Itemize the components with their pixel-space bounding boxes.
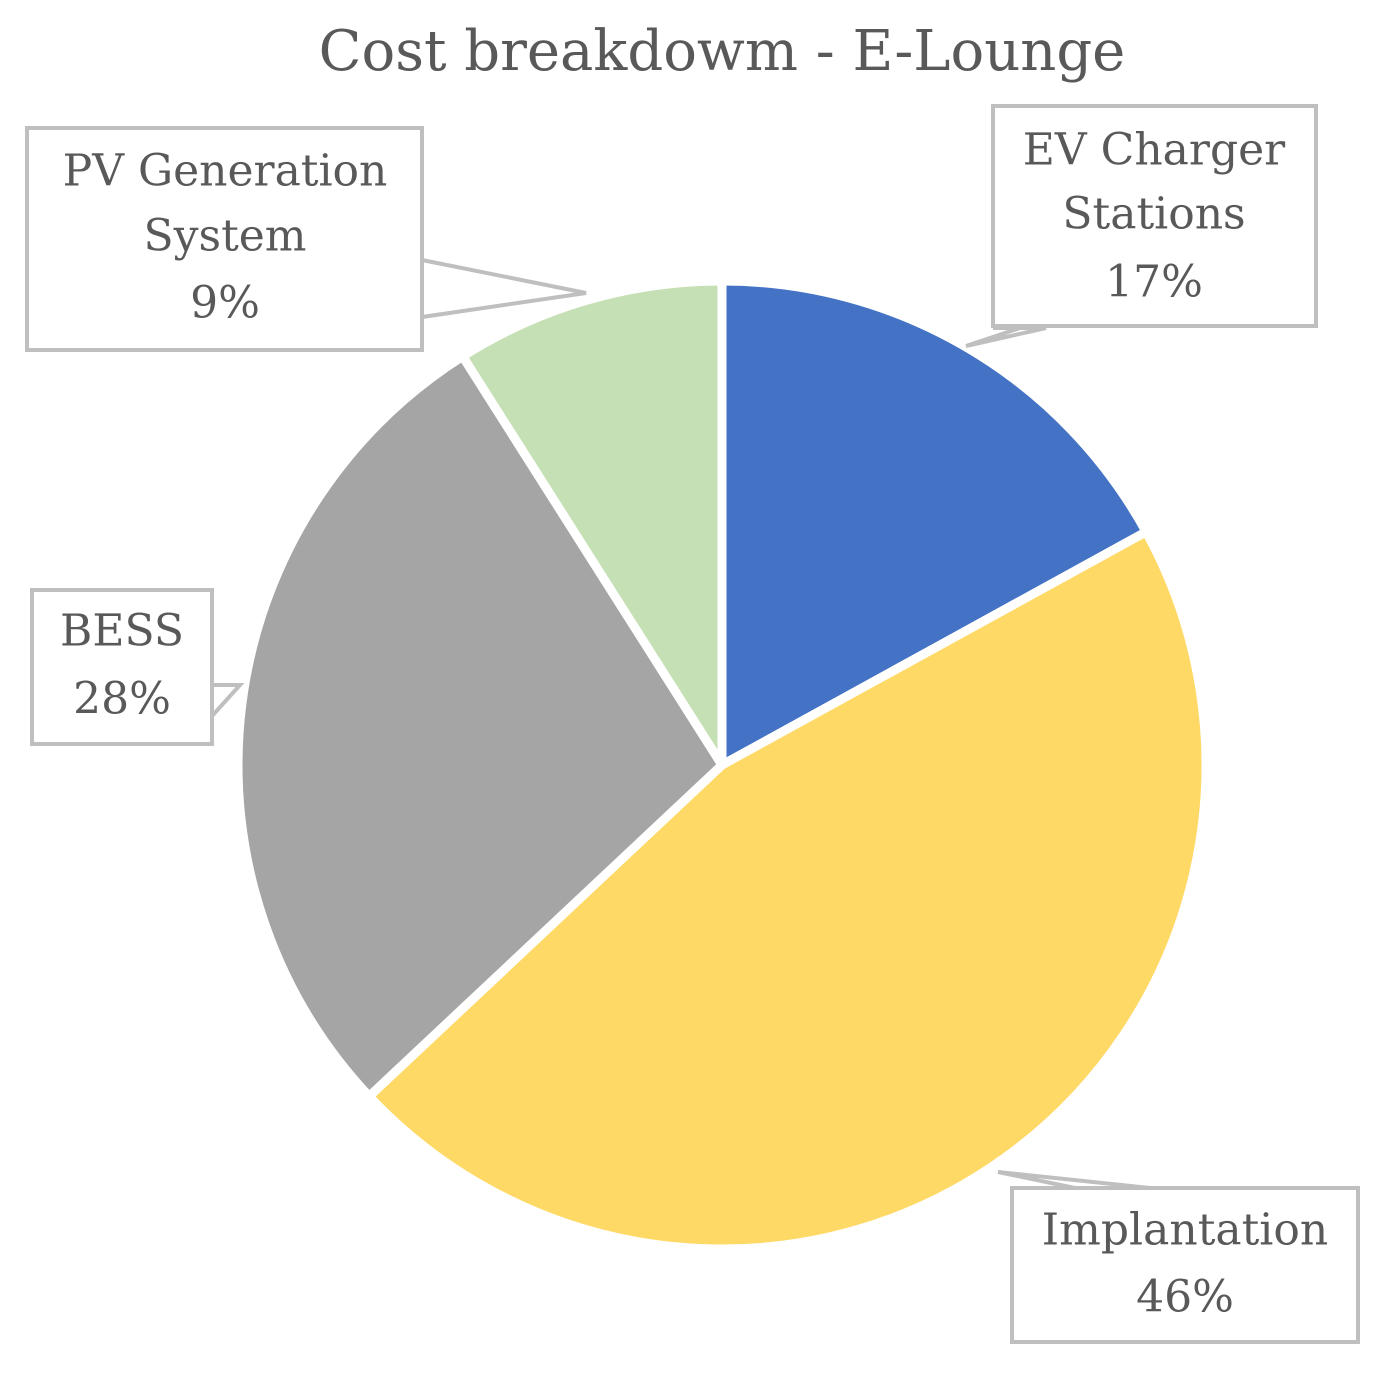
data-label-value: 17% xyxy=(1105,257,1203,308)
data-label-value: 28% xyxy=(73,674,171,725)
callout-pv-generation-system: PV Generation System 9% xyxy=(25,126,587,352)
callout-leader xyxy=(997,1170,1151,1190)
pie-slice-pv-generation-system xyxy=(458,276,727,770)
pie-slice-implantation xyxy=(364,527,1211,1254)
callout-box xyxy=(25,126,424,352)
pie-slice-ev-charger-stations xyxy=(717,276,1151,770)
data-label-category: Implantation xyxy=(1042,1205,1328,1256)
data-label-callouts: EV Charger Stations 17% Implantation 46% BESS… xyxy=(25,104,1360,1344)
callout-ev-charger-stations: EV Charger Stations 17% xyxy=(965,104,1318,348)
pie-slice-bess xyxy=(233,351,727,1101)
callout-box xyxy=(1010,1186,1360,1344)
callout-implantation: Implantation 46% xyxy=(997,1170,1360,1344)
callout-box xyxy=(30,588,214,746)
callout-bess: BESS 28% xyxy=(30,588,245,746)
data-label-category: System xyxy=(143,211,306,262)
data-label-category: Stations xyxy=(1062,189,1245,240)
data-label-value: 46% xyxy=(1136,1272,1234,1323)
callout-leader xyxy=(965,326,1047,348)
chart-title: Cost breakdowm - E-Lounge xyxy=(319,19,1126,84)
data-label-category: EV Charger xyxy=(1023,125,1286,176)
callout-box xyxy=(991,104,1318,328)
data-label-value: 9% xyxy=(190,278,260,329)
pie-slices xyxy=(233,276,1211,1254)
data-label-category: PV Generation xyxy=(63,146,388,197)
callout-leader xyxy=(210,683,245,722)
data-label-category: BESS xyxy=(60,606,184,657)
